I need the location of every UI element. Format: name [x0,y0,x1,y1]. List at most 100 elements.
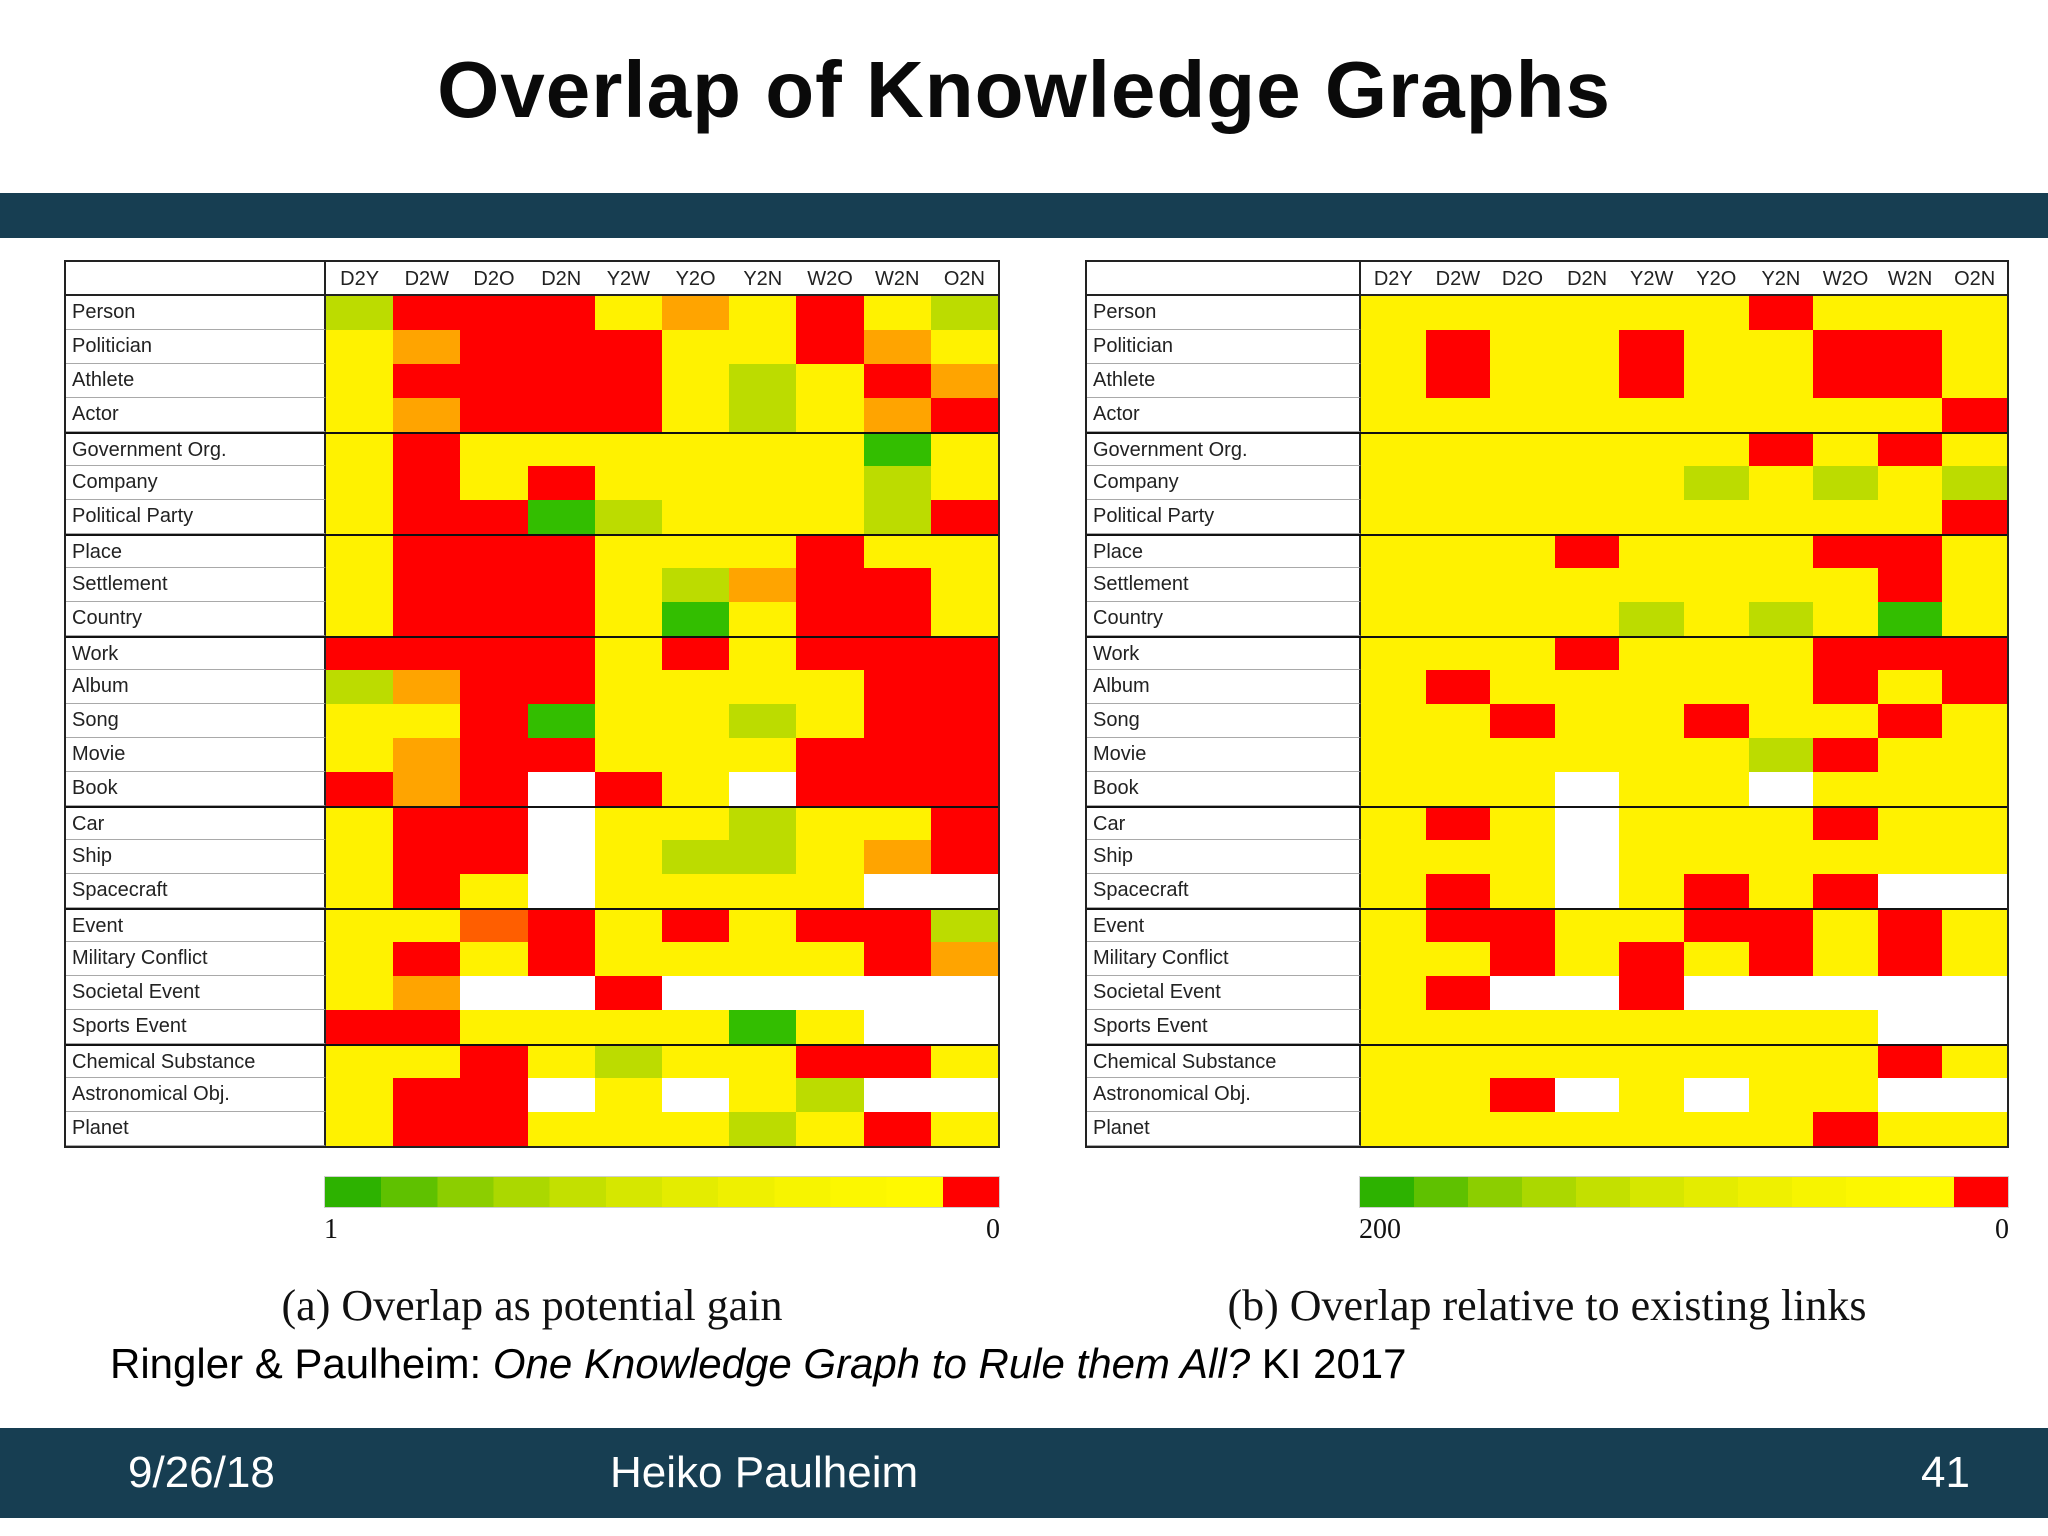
heatmap-row: Settlement [66,568,998,602]
heatmap-cell [594,568,662,602]
heatmap-row: Military Conflict [66,942,998,976]
heatmap-cell [1490,1010,1555,1044]
column-header: D2Y [340,268,380,290]
heatmap-cell [1942,704,2007,738]
heatmap-cell [1619,500,1684,534]
row-label: Car [1087,808,1361,840]
heatmap-cell [527,1078,595,1112]
heatmap-cell [393,568,461,602]
heatmap-cell [393,296,461,330]
heatmap-cell [1813,434,1878,466]
row-label: Sports Event [66,1010,326,1044]
heatmap-cell [1619,910,1684,942]
heatmap-cell [1554,536,1620,568]
row-label: Car [66,808,326,840]
heatmap-cell [729,1112,797,1146]
heatmap-body: Person Politician Athlete Actor Government O… [1087,296,2007,1146]
heatmap-cell [1619,1078,1684,1112]
heatmap-cell [527,772,595,806]
heatmap-cell [1490,296,1555,330]
heatmap-cell [1683,330,1749,364]
heatmap-cell [661,772,730,806]
heatmap-cell [729,874,797,908]
row-label: Planet [1087,1112,1361,1146]
row-label: Company [1087,466,1361,500]
heatmap-cell [1942,1112,2007,1146]
row-label: Ship [1087,840,1361,874]
heatmap-cell [930,296,998,330]
heatmap-cell [863,840,931,874]
heatmap-cell [1942,500,2007,534]
heatmap-cell [661,1078,730,1112]
heatmap-cell [594,500,662,534]
heatmap-cell [527,1112,595,1146]
heatmap-cell [863,536,931,568]
heatmap-cell [1942,398,2007,432]
heatmap-cell [393,602,461,636]
heatmap-cell [594,1078,662,1112]
heatmap-row: Event [66,908,998,942]
row-label: Album [66,670,326,704]
heatmap-cell [1490,398,1555,432]
heatmap-cell [460,466,528,500]
heatmap-cell [863,772,931,806]
heatmap-cell [1490,772,1555,806]
heatmap-cell [1554,942,1620,976]
heatmap-cell [863,1046,931,1078]
heatmap-cell [661,738,730,772]
heatmap-cell [863,500,931,534]
row-label: Military Conflict [1087,942,1361,976]
legend-gradient [1359,1176,2009,1208]
heatmap-cell [1554,500,1620,534]
heatmap-cell [1425,568,1491,602]
heatmap-cell [1683,910,1749,942]
column-header: Y2W [606,268,651,290]
heatmap-cell [796,704,864,738]
heatmap-cell [1748,1112,1814,1146]
heatmap-cell [1748,466,1814,500]
heatmap-cell [930,874,998,908]
heatmap-row: Astronomical Obj. [1087,1078,2007,1112]
heatmap-cell [1425,670,1491,704]
heatmap-cell [930,434,998,466]
heatmap-row: Astronomical Obj. [66,1078,998,1112]
heatmap-cell [1619,772,1684,806]
heatmap-row: Song [66,704,998,738]
heatmap-cell [661,536,730,568]
column-header: Y2O [675,268,716,290]
heatmap-cell [1877,942,1943,976]
heatmap-cell [863,296,931,330]
heatmap-cell [729,910,797,942]
heatmap-cell [594,738,662,772]
heatmap-cell [1748,1010,1814,1044]
heatmap-cell [1361,808,1426,840]
heatmap-cell [930,364,998,398]
heatmap-cell [796,874,864,908]
heatmap-cell [527,840,595,874]
heatmap-cell [1554,398,1620,432]
heatmap-row: Planet [66,1112,998,1146]
heatmap-row: Politician [1087,330,2007,364]
heatmap-cell [1490,434,1555,466]
heatmap-row: Car [66,806,998,840]
heatmap-cell [863,1010,931,1044]
heatmap-cell [1619,434,1684,466]
footer-author: Heiko Paulheim [610,1448,919,1497]
heatmap-cell [393,772,461,806]
heatmap-cell [1361,1078,1426,1112]
column-header-row: D2Y D2W D2O D2N Y2W Y2O Y2N W2O W2N O2N [66,262,998,296]
heatmap-cell [1942,434,2007,466]
heatmap-cell [527,638,595,670]
heatmap-cell [863,434,931,466]
heatmap-cell [460,942,528,976]
heatmap-cell [729,704,797,738]
heatmap-cell [796,910,864,942]
heatmap-cell [1490,738,1555,772]
heatmap-cell [1361,466,1426,500]
heatmap-cell [460,840,528,874]
heatmap-cell [1361,568,1426,602]
heatmap-cell [1425,840,1491,874]
heatmap-cell [1813,670,1878,704]
heatmap-cell [1490,670,1555,704]
heatmap-cell [661,874,730,908]
